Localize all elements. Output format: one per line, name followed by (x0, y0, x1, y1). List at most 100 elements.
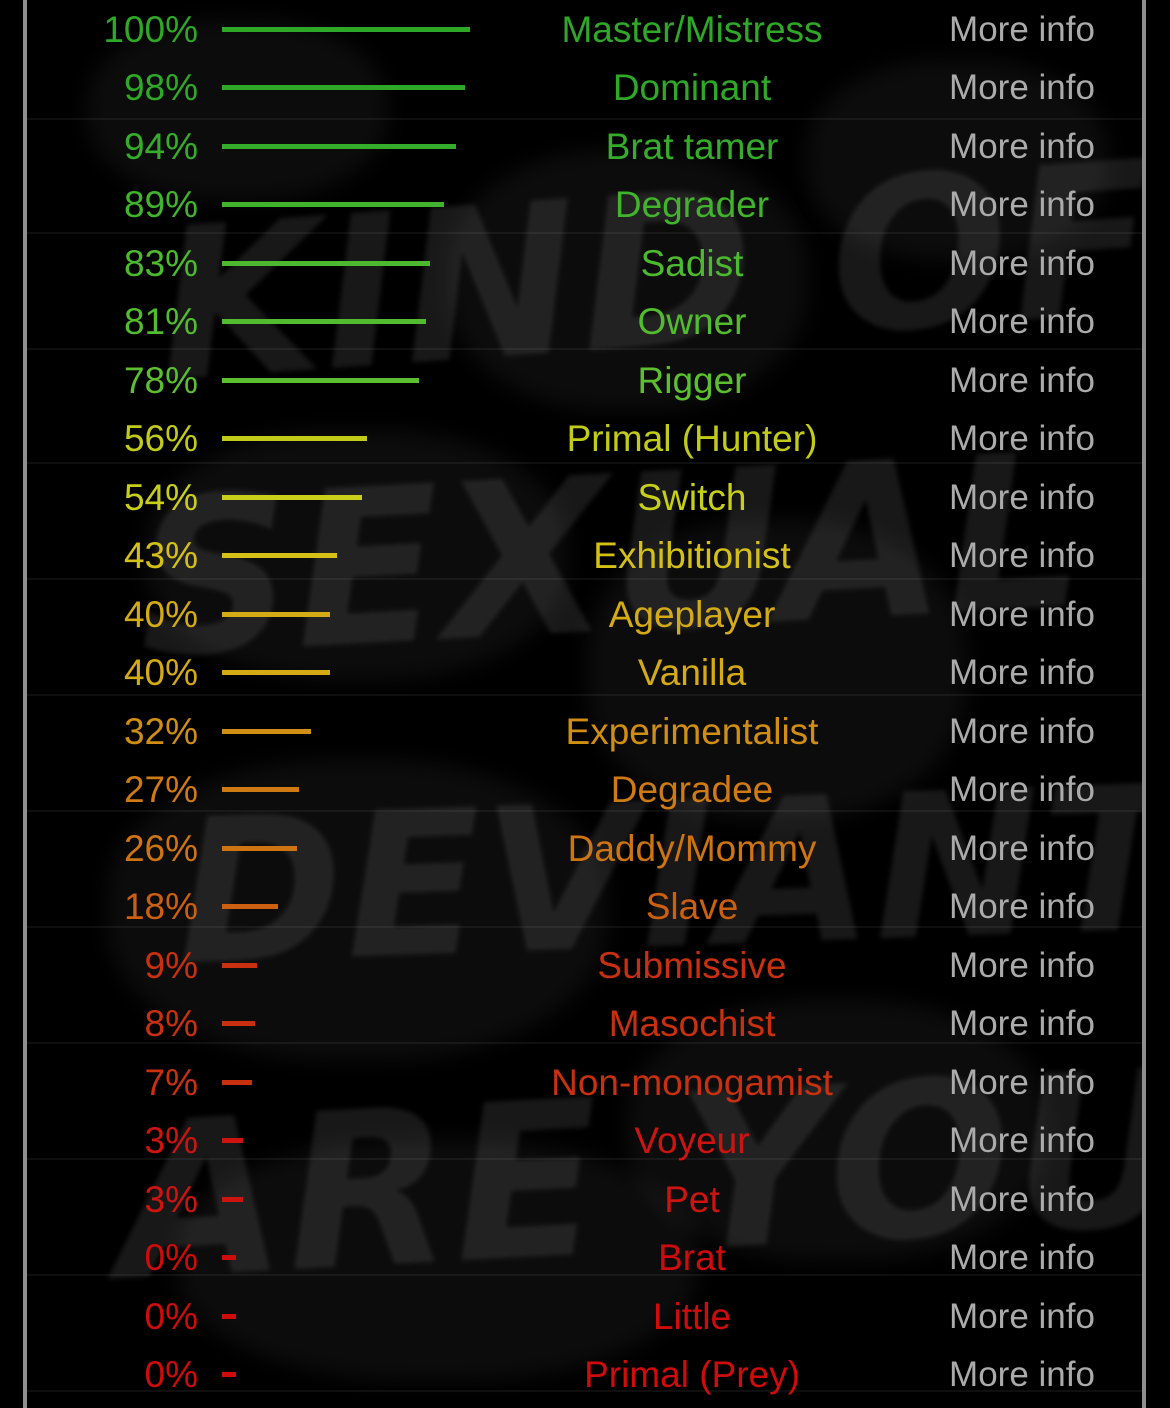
role-label: Owner (637, 301, 747, 343)
result-row: 27% Degradee More info (27, 761, 1142, 820)
result-row: 81% Owner More info (27, 293, 1142, 352)
bar-track (202, 728, 482, 734)
more-info-link[interactable]: More info (949, 419, 1095, 459)
more-info-link[interactable]: More info (949, 828, 1095, 868)
bar-fill (222, 728, 311, 734)
more-info-link[interactable]: More info (949, 477, 1095, 517)
percent-value: 40% (123, 652, 198, 694)
bar-track (202, 1021, 482, 1027)
bar-track (202, 494, 482, 500)
result-row: 43% Exhibitionist More info (27, 527, 1142, 586)
percent-value: 26% (123, 827, 198, 869)
bar-fill (222, 904, 279, 910)
bar-fill (222, 962, 258, 968)
bar-fill (222, 1138, 243, 1144)
more-info-link[interactable]: More info (949, 126, 1095, 166)
percent-value: 56% (123, 418, 198, 460)
brick-mortar-line (27, 694, 1142, 696)
percent-value: 0% (144, 1237, 198, 1279)
bar-track (202, 1372, 482, 1378)
bar-fill (222, 611, 330, 617)
role-label: Brat (658, 1237, 726, 1279)
percent-value: 32% (123, 710, 198, 752)
brick-mortar-line (27, 348, 1142, 350)
percent-value: 89% (123, 184, 198, 226)
bar-track (202, 1079, 482, 1085)
role-label: Brat tamer (605, 125, 779, 167)
more-info-link[interactable]: More info (949, 243, 1095, 283)
percent-value: 94% (123, 125, 198, 167)
brick-mortar-line (27, 1274, 1142, 1276)
role-label: Voyeur (634, 1120, 750, 1162)
result-row: 40% Ageplayer More info (27, 585, 1142, 644)
role-label: Degrader (614, 184, 770, 226)
more-info-link[interactable]: More info (949, 653, 1095, 693)
bar-track (202, 1255, 482, 1261)
result-row: 32% Experimentalist More info (27, 702, 1142, 761)
role-label: Non-monogamist (551, 1061, 833, 1103)
bar-fill (222, 377, 419, 383)
more-info-link[interactable]: More info (949, 536, 1095, 576)
more-info-link[interactable]: More info (949, 9, 1095, 49)
result-row: 9% Submissive More info (27, 936, 1142, 995)
brick-mortar-line (27, 1042, 1142, 1044)
bar-track (202, 1313, 482, 1319)
more-info-link[interactable]: More info (949, 1238, 1095, 1278)
more-info-link[interactable]: More info (949, 1062, 1095, 1102)
more-info-link[interactable]: More info (949, 711, 1095, 751)
more-info-link[interactable]: More info (949, 945, 1095, 985)
percent-value: 81% (123, 301, 198, 343)
result-row: 83% Sadist More info (27, 234, 1142, 293)
brick-mortar-line (27, 1158, 1142, 1160)
bar-fill (222, 202, 445, 208)
percent-value: 27% (123, 769, 198, 811)
more-info-link[interactable]: More info (949, 1296, 1095, 1336)
background-blotch (177, 1140, 697, 1380)
more-info-link[interactable]: More info (949, 1004, 1095, 1044)
more-info-link[interactable]: More info (949, 1121, 1095, 1161)
bar-fill (222, 1313, 236, 1319)
bar-track (202, 845, 482, 851)
more-info-link[interactable]: More info (949, 594, 1095, 634)
result-row: 100% Master/Mistress More info (27, 0, 1142, 59)
percent-value: 43% (123, 535, 198, 577)
results-list: 100% Master/Mistress More info 98% Dominant M… (27, 0, 1142, 1404)
more-info-link[interactable]: More info (949, 887, 1095, 927)
bar-track (202, 436, 482, 442)
bar-fill (222, 494, 363, 500)
percent-value: 98% (123, 67, 198, 109)
bar-fill (222, 436, 367, 442)
bar-fill (222, 85, 466, 91)
result-row: 56% Primal (Hunter) More info (27, 410, 1142, 469)
percent-value: 18% (123, 886, 198, 928)
bar-fill (222, 1196, 243, 1202)
more-info-link[interactable]: More info (949, 1179, 1095, 1219)
more-info-link[interactable]: More info (949, 360, 1095, 400)
result-row: 18% Slave More info (27, 878, 1142, 937)
more-info-link[interactable]: More info (949, 1355, 1095, 1395)
bar-fill (222, 1255, 236, 1261)
percent-value: 0% (144, 1354, 198, 1396)
bar-track (202, 202, 482, 208)
percent-value: 83% (123, 242, 198, 284)
result-row: 0% Brat More info (27, 1229, 1142, 1288)
bar-track (202, 611, 482, 617)
brick-mortar-line (27, 1390, 1142, 1392)
result-row: 0% Little More info (27, 1287, 1142, 1346)
role-label: Vanilla (637, 652, 747, 694)
role-label: Primal (Hunter) (566, 418, 818, 460)
percent-value: 40% (123, 593, 198, 635)
role-label: Primal (Prey) (584, 1354, 800, 1396)
percent-value: 3% (144, 1178, 198, 1220)
graffiti-background: KIND OF SEXUAL DEVIANT ARE YOU (27, 0, 1142, 1408)
more-info-link[interactable]: More info (949, 770, 1095, 810)
brick-mortar-line (27, 578, 1142, 580)
more-info-link[interactable]: More info (949, 68, 1095, 108)
bar-track (202, 787, 482, 793)
bar-track (202, 962, 482, 968)
more-info-link[interactable]: More info (949, 302, 1095, 342)
result-row: 98% Dominant More info (27, 59, 1142, 118)
bar-fill (222, 143, 456, 149)
right-frame-rule (1142, 0, 1146, 1408)
more-info-link[interactable]: More info (949, 185, 1095, 225)
